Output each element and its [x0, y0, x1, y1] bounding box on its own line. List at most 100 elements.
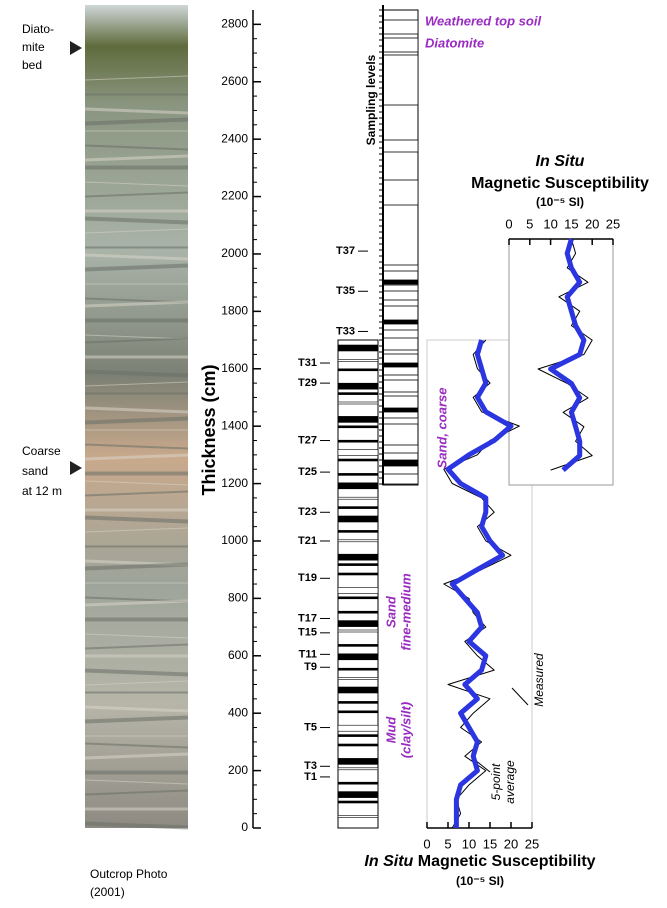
sampling-title: Sampling levels	[364, 54, 378, 145]
bed	[383, 320, 418, 324]
x-tick-label: 20	[504, 836, 518, 851]
photo-label: bed	[22, 58, 42, 72]
bed	[383, 418, 418, 424]
x-tick-label: 15	[564, 216, 578, 231]
sample-label: T11	[299, 648, 317, 660]
bed	[338, 782, 378, 784]
bed	[383, 392, 418, 396]
outcrop-photo	[85, 5, 188, 828]
sample-label: T27	[298, 434, 317, 446]
bed	[338, 507, 378, 509]
bed	[338, 554, 378, 560]
annotation-arrow	[512, 688, 528, 705]
x-tick-label: 15	[483, 836, 497, 851]
bed	[338, 416, 378, 422]
bed	[383, 140, 418, 152]
chart-title: In Situ	[536, 153, 585, 170]
page: Diato- mite bed Coarse sand at 12 m Outc…	[0, 0, 667, 908]
sample-label: T19	[298, 572, 317, 584]
x-tick-label: 20	[585, 216, 599, 231]
bed	[338, 426, 378, 428]
bed	[338, 359, 378, 361]
x-tick-label: 5	[526, 216, 533, 231]
bed	[338, 383, 378, 389]
y-tick-label: 600	[228, 648, 248, 662]
bed	[338, 678, 378, 680]
bed	[338, 725, 378, 731]
bed	[338, 345, 378, 351]
y-tick-label: 1400	[221, 418, 248, 432]
sample-label: T15	[298, 627, 317, 639]
bed	[338, 402, 378, 404]
y-tick-label: 200	[228, 763, 248, 777]
bed	[338, 530, 378, 532]
sample-label: T23	[298, 506, 317, 518]
sample-label: T29	[298, 377, 317, 389]
bed	[383, 474, 418, 484]
bed	[338, 792, 378, 798]
x-tick-label: 0	[423, 836, 430, 851]
bed	[338, 801, 378, 803]
bed	[338, 644, 378, 646]
lithology-label: Sand, coarse	[434, 388, 449, 469]
bed	[338, 573, 378, 575]
y-tick-label: 2200	[221, 189, 248, 203]
bed	[338, 483, 378, 489]
bed	[338, 735, 378, 737]
lithology-label: Weathered top soil	[425, 13, 541, 28]
axis-title: Thickness (cm)	[199, 364, 219, 495]
bed	[383, 330, 418, 338]
bed	[383, 445, 418, 453]
bed	[383, 20, 418, 34]
bed	[338, 701, 378, 703]
sample-label: T37	[336, 245, 355, 257]
bed	[383, 285, 418, 291]
sample-label: T5	[304, 721, 317, 733]
lithology-label: Diatomite	[425, 35, 484, 50]
sample-label: T31	[298, 357, 317, 369]
x-tick-label: 5	[444, 836, 451, 851]
bed	[338, 630, 378, 632]
arrow-marker	[70, 461, 82, 475]
bed	[383, 408, 418, 412]
y-tick-label: 1800	[221, 304, 248, 318]
lithology-label: fine-medium	[398, 573, 413, 651]
sample-label: T35	[336, 285, 355, 297]
photo-label: Coarse	[22, 444, 61, 458]
bed	[383, 460, 418, 466]
bed	[383, 375, 418, 380]
title-text: Magnetic Susceptibility	[418, 853, 596, 870]
bed	[338, 621, 378, 627]
y-tick-label: 1200	[221, 476, 248, 490]
bed	[338, 540, 378, 542]
bed	[338, 516, 378, 522]
bed	[338, 758, 378, 764]
y-tick-label: 800	[228, 591, 248, 605]
bed	[338, 711, 378, 713]
y-tick-label: 1600	[221, 361, 248, 375]
sample-label: T21	[298, 535, 317, 547]
bed	[338, 687, 378, 693]
bed	[338, 497, 378, 499]
photo-label: sand	[22, 464, 48, 478]
photo-label: mite	[22, 40, 45, 54]
photo-caption: Outcrop Photo	[90, 867, 168, 881]
x-tick-label: 10	[462, 836, 476, 851]
bed	[383, 300, 418, 306]
photo-caption: (2001)	[90, 885, 125, 899]
bed	[338, 473, 378, 475]
bed	[338, 654, 378, 660]
x-tick-label: 10	[543, 216, 557, 231]
chart-title: In Situ Magnetic Susceptibility	[364, 853, 595, 870]
bed	[383, 55, 418, 105]
lithology-label: (clay/silt)	[398, 702, 413, 758]
bed	[338, 815, 378, 817]
series-line	[448, 340, 511, 828]
bed	[338, 668, 378, 670]
x-tick-label: 0	[505, 216, 512, 231]
title-italic: In Situ	[364, 853, 413, 870]
x-tick-label: 25	[606, 216, 620, 231]
bed	[338, 440, 378, 442]
lithology-column	[338, 340, 378, 828]
lithology-label: Sand	[383, 595, 398, 628]
